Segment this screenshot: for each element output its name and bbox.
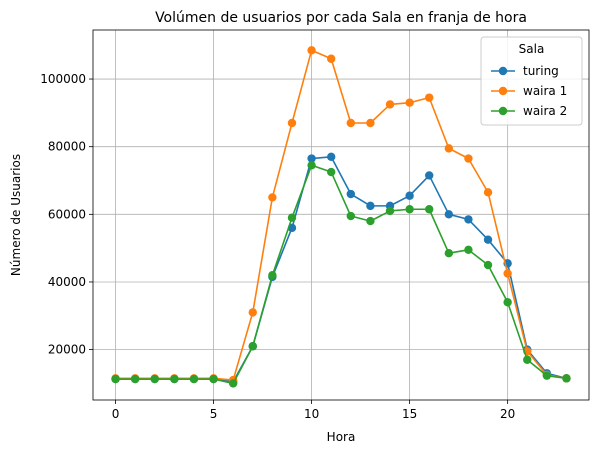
data-point (503, 269, 512, 278)
y-tick-label: 60000 (48, 207, 86, 221)
legend-box (480, 36, 583, 126)
y-tick-label: 100000 (40, 72, 86, 86)
data-point (523, 355, 532, 364)
data-point (346, 211, 356, 221)
data-point (562, 374, 571, 383)
ticks: 0 5 10 15 20 20000 40000 60000 80000 100000 (40, 72, 515, 421)
data-point (130, 374, 140, 384)
data-point (248, 342, 257, 351)
data-point (366, 216, 375, 226)
data-point (425, 93, 434, 102)
data-point (287, 213, 297, 222)
data-point (366, 118, 375, 128)
data-point (542, 371, 552, 380)
x-tick-label: 20 (500, 407, 515, 421)
legend: Sala turing waira 1 waira 2 (480, 36, 583, 126)
data-point (464, 154, 473, 163)
data-point (209, 374, 218, 384)
data-point (228, 379, 238, 388)
data-point (425, 171, 434, 180)
data-point (189, 374, 199, 384)
legend-label: waira 2 (523, 104, 567, 118)
data-point (346, 189, 356, 199)
chart-title: Volúmen de usuarios por cada Sala en fra… (155, 10, 527, 26)
data-point (444, 144, 454, 153)
legend-title: Sala (519, 42, 545, 56)
x-tick-label: 5 (210, 407, 218, 421)
data-point (464, 215, 473, 224)
x-tick-label: 15 (402, 407, 417, 421)
data-point (248, 308, 257, 317)
legend-label: turing (523, 64, 559, 78)
data-point (405, 191, 414, 200)
x-tick-label: 10 (304, 407, 319, 421)
data-point (464, 245, 473, 255)
data-point (444, 210, 454, 219)
legend-swatch-marker (498, 86, 508, 96)
data-point (326, 54, 336, 63)
data-point (268, 193, 277, 202)
data-point (170, 374, 179, 384)
y-tick-label: 80000 (48, 140, 86, 154)
data-point (444, 249, 454, 258)
data-point (307, 161, 316, 170)
data-point (346, 118, 356, 128)
data-point (405, 98, 414, 107)
data-point (366, 201, 375, 211)
series-line-turing (115, 156, 567, 383)
data-point (483, 260, 493, 270)
x-tick-label: 0 (112, 407, 120, 421)
series-layer (111, 46, 571, 388)
data-point (385, 100, 395, 109)
legend-label: waira 1 (523, 84, 567, 98)
data-point (503, 298, 512, 307)
data-point (385, 206, 395, 216)
data-point (287, 118, 297, 128)
data-point (307, 154, 316, 163)
data-point (150, 374, 159, 384)
data-point (326, 152, 336, 162)
series-line-waira-2 (115, 164, 567, 385)
y-tick-label: 20000 (48, 343, 86, 357)
legend-swatch-marker (498, 106, 508, 116)
plot-frame (92, 29, 590, 401)
data-point (405, 205, 414, 214)
data-point (111, 374, 120, 384)
data-point (483, 188, 493, 197)
data-point (326, 167, 336, 177)
y-axis-label: Número de Usuarios (9, 154, 23, 276)
data-point (483, 235, 493, 244)
data-point (268, 271, 277, 280)
legend-swatch-marker (498, 66, 508, 76)
data-point (307, 46, 316, 55)
y-tick-label: 40000 (48, 275, 86, 289)
x-axis-label: Hora (327, 430, 356, 444)
data-point (425, 205, 434, 214)
